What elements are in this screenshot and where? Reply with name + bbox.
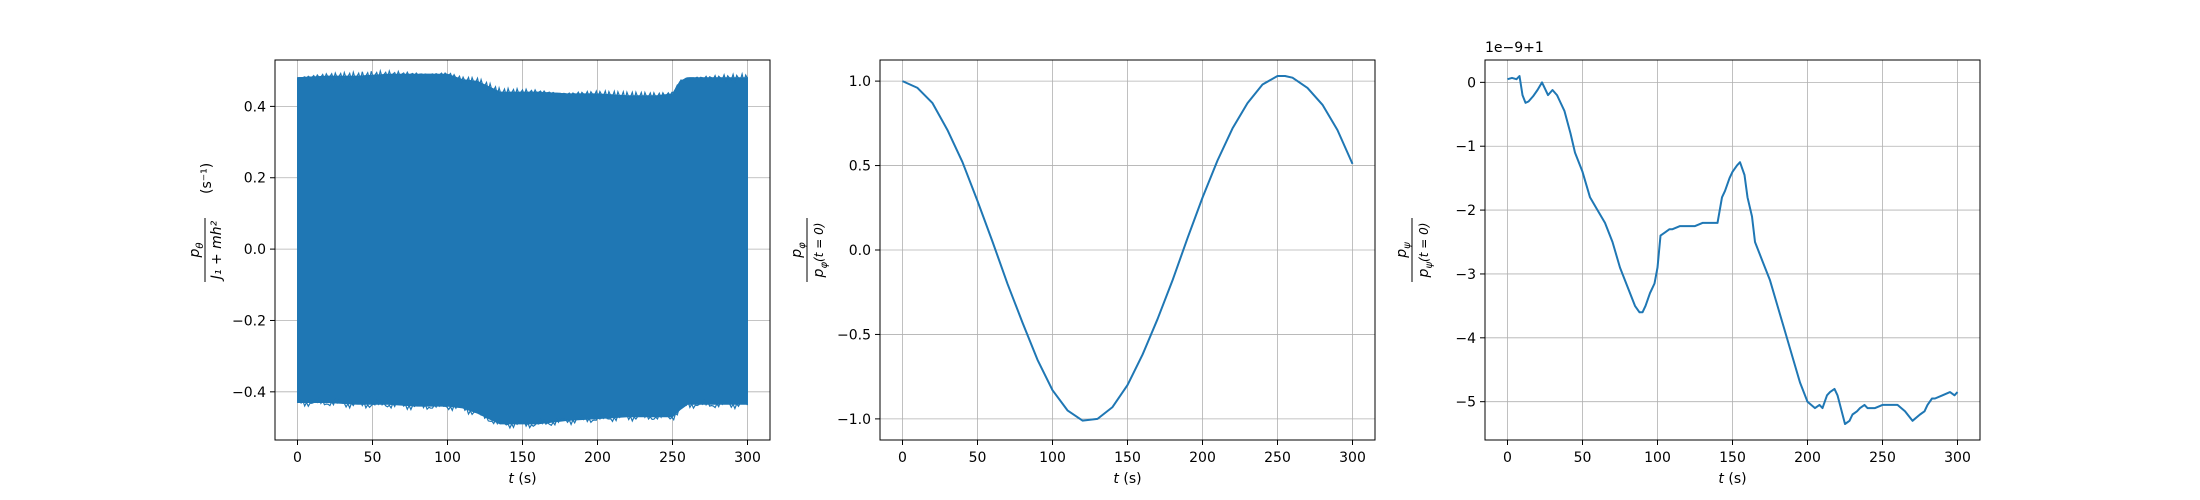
x-axis-label-unit: (s): [514, 471, 537, 487]
y-tick-label: −1: [1455, 139, 1476, 155]
y-tick-label: −5: [1455, 395, 1476, 411]
x-tick-label: 150: [509, 450, 536, 466]
y-tick-label: −0.4: [232, 385, 266, 401]
y-label-numerator: pψ: [1394, 242, 1413, 259]
x-tick-label: 200: [1189, 450, 1216, 466]
x-axis-label-unit: (s): [1724, 471, 1747, 487]
x-tick-label: 250: [1869, 450, 1896, 466]
y-label-denominator-subscript: ψ: [1424, 262, 1435, 269]
y-label-numerator: pθ: [187, 242, 206, 258]
y-tick-label: 0.0: [849, 243, 871, 259]
x-tick-label: 100: [434, 450, 461, 466]
y-label-numerator-symbol: p: [187, 249, 203, 259]
x-tick-label: 250: [659, 450, 686, 466]
x-tick-label: 50: [969, 450, 987, 466]
y-tick-label: 0.5: [849, 159, 871, 175]
x-tick-label: 200: [584, 450, 611, 466]
y-tick-label: −1.0: [837, 412, 871, 428]
x-tick-label: 300: [1339, 450, 1366, 466]
y-label-denominator-symbol: p: [1416, 268, 1432, 278]
y-tick-label: 0.0: [244, 242, 266, 258]
x-tick-label: 0: [898, 450, 907, 466]
x-axis-label-unit: (s): [1119, 471, 1142, 487]
y-label-denominator: pφ(t = 0): [811, 223, 830, 279]
y-label-numerator-subscript: θ: [195, 242, 206, 248]
y-label-numerator-symbol: p: [789, 249, 805, 259]
y-tick-label: 1.0: [849, 74, 871, 90]
y-label-denominator-symbol: J₁ + mh²: [209, 220, 225, 282]
series-envelope-lower-edge: [297, 396, 749, 430]
x-tick-label: 300: [1944, 450, 1971, 466]
x-tick-label: 150: [1114, 450, 1141, 466]
y-tick-label: 0.2: [244, 171, 266, 187]
y-label-denominator-symbol: p: [811, 268, 827, 278]
y-label-denominator-argument: (t = 0): [812, 223, 826, 262]
x-tick-label: 250: [1264, 450, 1291, 466]
x-axis-label-var: t: [508, 471, 514, 487]
y-label-denominator-argument: (t = 0): [1417, 223, 1431, 262]
y-tick-label: −4: [1455, 331, 1476, 347]
series-line: [902, 75, 1354, 422]
x-tick-label: 50: [364, 450, 382, 466]
y-label-numerator-symbol: p: [1394, 249, 1410, 259]
y-tick-label: −0.5: [837, 327, 871, 343]
x-axis-label: t (s): [508, 471, 536, 487]
x-tick-label: 0: [1503, 450, 1512, 466]
y-tick-label: −0.2: [232, 313, 266, 329]
y-label-numerator-subscript: φ: [797, 242, 808, 249]
y-label-denominator: pψ(t = 0): [1416, 223, 1435, 279]
series-envelope-upper-edge: [297, 68, 749, 102]
chart-panel-3: 0 50 100 150 200 250 300 −5 −4 −3 −2 −1 0 1e−9+1 t (s)…: [1394, 40, 1981, 487]
x-axis-label: t (s): [1718, 471, 1746, 487]
y-tick-label: −2: [1455, 203, 1476, 219]
x-axis-label-var: t: [1718, 471, 1724, 487]
series-envelope: [297, 73, 748, 425]
y-label-numerator: pφ: [789, 242, 808, 259]
x-tick-label: 200: [1794, 450, 1821, 466]
y-tick-label: 0.4: [244, 99, 266, 115]
y-tick-label: 0: [1467, 75, 1476, 91]
y-label-unit: (s⁻¹): [199, 163, 215, 194]
y-tick-label: −3: [1455, 267, 1476, 283]
x-tick-label: 150: [1719, 450, 1746, 466]
x-tick-label: 50: [1574, 450, 1592, 466]
x-axis-label: t (s): [1113, 471, 1141, 487]
y-offset-text: 1e−9+1: [1485, 40, 1544, 56]
x-tick-label: 100: [1039, 450, 1066, 466]
x-axis-label-var: t: [1113, 471, 1119, 487]
y-label-denominator: J₁ + mh²: [209, 220, 225, 282]
y-label-denominator-subscript: φ: [819, 262, 830, 269]
y-axis-label: pθ J₁ + mh² (s⁻¹): [187, 163, 225, 282]
y-label-numerator-subscript: ψ: [1402, 242, 1413, 249]
series-line: [1507, 75, 1959, 425]
chart-panel-2: 0 50 100 150 200 250 300 −1.0 −0.5 0.0 0.5 1.0 t (s)…: [789, 59, 1376, 487]
x-tick-label: 300: [734, 450, 761, 466]
chart-panel-1: 0 50 100 150 200 250 300 −0.4 −0.2 0.0 0.2 0.4 t (s)…: [187, 59, 771, 487]
x-tick-label: 0: [293, 450, 302, 466]
x-tick-label: 100: [1644, 450, 1671, 466]
